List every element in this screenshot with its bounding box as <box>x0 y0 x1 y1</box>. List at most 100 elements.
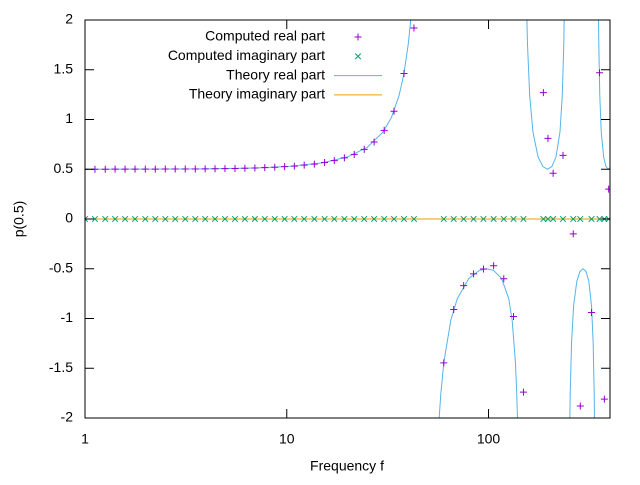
data-point <box>450 305 458 313</box>
data-point <box>152 215 159 223</box>
data-point <box>470 270 478 278</box>
data-point <box>151 165 159 173</box>
data-point <box>331 215 338 223</box>
data-point <box>500 275 508 283</box>
data-point <box>161 165 169 173</box>
data-point <box>111 165 119 173</box>
data-point <box>231 164 239 172</box>
data-point <box>291 215 298 223</box>
data-point <box>381 215 388 223</box>
x-axis-label: Frequency f <box>310 458 384 474</box>
legend-marker <box>354 53 362 60</box>
data-point <box>261 215 268 223</box>
data-point <box>290 162 298 170</box>
data-point <box>549 215 557 223</box>
y-axis-label: p(0.5) <box>11 201 27 238</box>
data-point <box>569 230 577 238</box>
data-point <box>596 215 603 223</box>
data-point <box>221 165 229 173</box>
data-point <box>191 165 199 173</box>
data-point <box>131 215 139 223</box>
data-point <box>281 163 289 171</box>
data-point <box>520 215 527 223</box>
data-point <box>131 165 139 173</box>
data-point <box>111 215 119 223</box>
data-point <box>549 169 557 177</box>
data-point <box>500 215 507 223</box>
data-point <box>570 215 577 223</box>
data-point <box>142 215 149 223</box>
data-point <box>301 215 308 223</box>
data-point <box>460 282 468 290</box>
legend-label: Theory imaginary part <box>189 86 325 102</box>
data-point <box>330 157 338 165</box>
data-point <box>440 359 448 367</box>
data-point <box>192 215 199 223</box>
data-point <box>510 215 517 223</box>
data-point <box>251 215 259 223</box>
data-point <box>231 215 239 223</box>
y-tick-label: -1 <box>61 309 74 325</box>
data-point <box>261 164 269 172</box>
data-point <box>460 215 467 223</box>
data-point <box>201 215 209 223</box>
data-point <box>390 215 398 223</box>
data-point <box>510 313 518 321</box>
data-point <box>605 185 610 193</box>
data-point <box>361 215 368 223</box>
data-point <box>171 165 179 173</box>
data-point <box>211 215 219 223</box>
data-point <box>311 215 318 223</box>
y-tick-label: 1.5 <box>54 60 74 76</box>
data-point <box>440 215 447 223</box>
data-point <box>490 215 497 223</box>
legend-marker <box>354 33 362 41</box>
data-point <box>310 160 318 168</box>
legend-label: Computed real part <box>205 28 325 44</box>
data-point <box>540 215 547 223</box>
data-point <box>577 215 584 223</box>
data-point <box>162 215 169 223</box>
data-point <box>410 24 418 32</box>
data-point <box>201 165 209 173</box>
data-point <box>588 215 595 223</box>
data-point <box>241 215 249 223</box>
data-point <box>559 151 567 159</box>
data-point <box>221 215 229 223</box>
data-point <box>559 215 567 223</box>
data-point <box>300 161 308 169</box>
data-point <box>370 215 378 223</box>
data-point <box>390 107 398 115</box>
data-point <box>281 215 288 223</box>
data-point <box>102 215 109 223</box>
y-tick-label: 0.5 <box>54 160 74 176</box>
data-point <box>172 215 179 223</box>
data-point <box>340 154 348 162</box>
data-point <box>351 215 358 223</box>
data-point <box>596 69 604 77</box>
y-tick-label: -2 <box>61 409 74 425</box>
data-point <box>321 158 329 166</box>
data-point <box>479 265 487 273</box>
data-point <box>350 150 358 158</box>
data-point <box>450 215 457 223</box>
y-tick-label: 0 <box>65 210 73 226</box>
data-point <box>101 165 109 173</box>
y-tick-label: -1.5 <box>49 359 73 375</box>
data-point <box>121 215 129 223</box>
data-point <box>121 165 129 173</box>
data-point <box>321 215 328 223</box>
y-tick-label: -0.5 <box>49 259 73 275</box>
data-point <box>539 89 547 97</box>
x-tick-label: 10 <box>279 431 295 447</box>
plot-area <box>85 20 610 418</box>
data-point <box>91 215 99 223</box>
data-point <box>588 309 596 317</box>
data-point <box>85 215 89 223</box>
data-point <box>271 163 279 171</box>
data-point <box>600 395 608 403</box>
data-point <box>182 215 189 223</box>
data-point <box>490 262 498 270</box>
